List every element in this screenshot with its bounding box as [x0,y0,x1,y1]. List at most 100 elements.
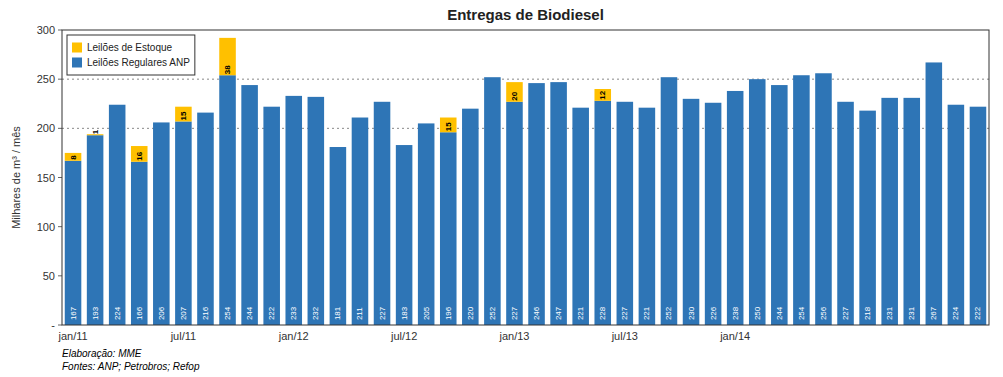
footnote: Elaboração: MME [62,348,142,359]
bar-segment [484,77,501,78]
data-label: 246 [532,306,541,320]
bar-segment [705,102,722,103]
bar-segment [859,110,876,111]
bar-segment [528,83,545,84]
bar-segment [175,121,192,325]
bar-segment [948,104,965,105]
bar-segment [617,101,634,102]
x-tick-label: jan/11 [57,330,87,342]
bar-segment [705,103,722,325]
data-labels: 1671932241662062072162542442222332321812… [69,65,983,320]
data-label: 167 [69,306,78,320]
bar-segment [926,62,943,63]
bar-segment [550,82,567,325]
data-label: 232 [311,306,320,320]
bar-segment [374,102,391,325]
bar-segment [970,107,987,325]
bar-segment [131,162,148,325]
data-label: 267 [929,306,938,320]
x-tick-label: jul/11 [170,330,196,342]
bar-segment [241,85,258,325]
bar-segment [263,106,280,107]
y-tick-label: 150 [37,172,55,184]
legend-entry: Leilões de Estoque [87,42,173,53]
data-label: 205 [422,306,431,320]
bar-segment [440,118,457,133]
bar-segment [197,113,214,325]
bar-segment [109,104,126,105]
data-label: 166 [135,306,144,320]
bar-segment [396,145,413,146]
bar-segment [639,108,656,325]
bar-segment [462,109,479,325]
bar-segment [903,97,920,98]
bar-segment [550,82,567,83]
x-tick-label: jan/13 [498,330,529,342]
data-label: 250 [753,306,762,320]
data-label: 254 [797,306,806,320]
data-label: 224 [113,306,122,320]
bar-segment [572,108,589,325]
data-label: 193 [91,306,100,320]
footnote: Fontes: ANP; Petrobros; Refop [62,361,200,372]
legend: Leilões de Estoque Leilões Regulares ANP [67,35,195,75]
bar-segment [727,91,744,325]
data-label: 228 [598,306,607,320]
x-tick-label: jan/14 [719,330,750,342]
data-label: 226 [709,306,718,320]
bar-segment [462,108,479,109]
data-label: 233 [289,306,298,320]
bar-segment [418,123,435,124]
bar-segment [131,146,148,162]
data-label: 227 [510,306,519,320]
data-label: 196 [444,306,453,320]
bar-segment [859,111,876,325]
chart: Entregas de BiodieselMilhares de m³ / mê… [0,0,1003,377]
bar-segment [683,98,700,99]
bar-segment [506,82,523,102]
bar-segment [683,99,700,325]
bar-segment [661,77,678,78]
legend-swatch [72,58,82,68]
bar-segment [639,107,656,108]
data-label: 181 [333,306,342,320]
bar-segment [308,97,325,325]
x-axis: jan/11jul/11jan/12jul/12jan/13jul/13jan/… [57,330,750,342]
data-label: 227 [841,306,850,320]
bar-segment [881,98,898,325]
data-label: 231 [885,306,894,320]
data-label: 20 [510,91,519,100]
bar-segment [815,73,832,74]
data-label: 227 [378,306,387,320]
data-label: 247 [554,306,563,320]
data-label: 38 [223,65,232,74]
bars [65,38,986,325]
data-label: 216 [201,306,210,320]
bar-segment [749,79,766,325]
data-label: 221 [642,306,651,320]
bar-segment [285,95,302,96]
y-tick [58,177,62,178]
title: Entregas de Biodiesel [447,6,604,23]
bar-segment [418,123,435,325]
bar-segment [793,75,810,325]
bar-segment [109,105,126,325]
bar-segment [219,75,236,325]
bar-segment [263,107,280,325]
bar-segment [352,118,369,325]
data-label: 8 [69,155,78,160]
bar-segment [948,105,965,325]
bar-segment [903,98,920,325]
bar-segment [749,79,766,80]
bar-segment [771,85,788,325]
data-label: 256 [819,306,828,320]
y-tick [58,275,62,276]
y-tick [58,30,62,31]
data-label: 230 [687,306,696,320]
data-label: 227 [620,306,629,320]
data-label: 16 [135,151,144,160]
legend-entry: Leilões Regulares ANP [87,57,190,68]
data-label: 1 [91,129,100,134]
bar-segment [153,122,170,325]
bar-segment [153,122,170,123]
